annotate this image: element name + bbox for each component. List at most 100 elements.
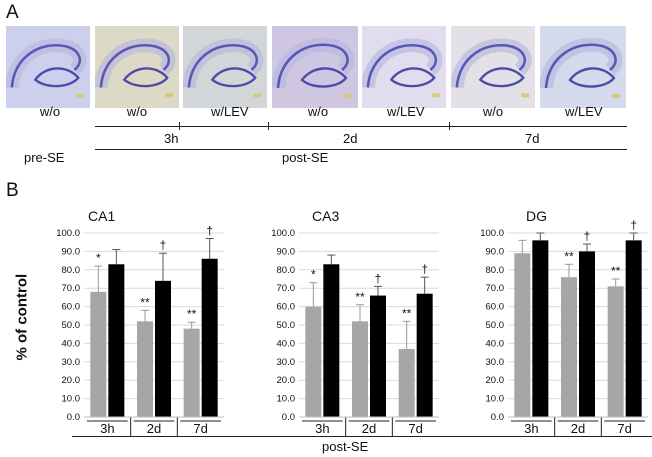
bar — [398, 348, 415, 417]
bar — [625, 240, 642, 417]
y-tick-label: 20.0 — [486, 375, 505, 386]
bar — [514, 253, 531, 417]
timepoint-label-2d: 2d — [343, 131, 358, 146]
condition-label: w/o — [126, 104, 148, 119]
panel-b-post-se-line — [72, 436, 652, 437]
y-tick-label: 50.0 — [486, 320, 505, 331]
y-tick-label: 40.0 — [486, 338, 505, 349]
histology-image-7d-wlev — [540, 26, 626, 108]
significance-mark: ** — [611, 264, 621, 278]
category-label: 3h — [315, 421, 329, 436]
y-tick-label: 0.0 — [282, 412, 295, 423]
category-label: 2d — [362, 421, 376, 436]
category-label: 7d — [408, 421, 422, 436]
y-tick-label: 40.0 — [62, 338, 81, 349]
y-tick-label: 30.0 — [277, 357, 296, 368]
y-tick-label: 60.0 — [62, 302, 81, 313]
y-tick-label: 50.0 — [277, 320, 296, 331]
bar — [137, 321, 153, 417]
chart-title: CA1 — [88, 208, 115, 224]
bar — [579, 251, 595, 417]
category-label: 2d — [571, 421, 585, 436]
post-se-line — [95, 149, 627, 150]
category-label: 7d — [193, 421, 207, 436]
y-tick-label: 70.0 — [62, 283, 81, 294]
y-tick-label: 20.0 — [277, 375, 296, 386]
y-tick-label: 60.0 — [277, 302, 296, 313]
y-tick-label: 70.0 — [486, 283, 505, 294]
y-tick-label: 100.0 — [480, 228, 504, 239]
y-tick-label: 80.0 — [62, 265, 81, 276]
histology-image-2d-wo — [272, 26, 358, 108]
y-tick-label: 40.0 — [277, 338, 296, 349]
bar — [305, 306, 322, 417]
chart-title: DG — [526, 208, 547, 224]
y-tick-label: 10.0 — [277, 394, 296, 405]
pre-se-label: pre-SE — [24, 150, 65, 165]
significance-mark: * — [96, 251, 101, 265]
panel-b-letter: B — [6, 180, 19, 201]
category-label: 3h — [524, 421, 538, 436]
panel-b-post-se-label: post-SE — [322, 439, 369, 454]
bar — [183, 328, 200, 417]
significance-mark: ** — [564, 249, 574, 263]
timepoint-label-3h: 3h — [164, 131, 179, 146]
bar — [108, 264, 125, 417]
bar — [201, 258, 218, 417]
y-tick-label: 50.0 — [62, 320, 81, 331]
condition-label: w/LEV — [211, 104, 249, 119]
bar — [416, 293, 433, 417]
significance-mark: ** — [402, 306, 412, 320]
condition-label: w/o — [39, 104, 61, 119]
y-tick-label: 20.0 — [62, 375, 81, 386]
significance-mark: † — [584, 229, 591, 243]
significance-mark: † — [160, 238, 167, 252]
bar — [155, 280, 171, 417]
category-label: 2d — [147, 421, 161, 436]
histology-image-3h-wo — [95, 26, 179, 108]
condition-label: w/o — [307, 104, 329, 119]
y-tick-label: 90.0 — [486, 246, 505, 257]
significance-mark: † — [206, 224, 213, 238]
significance-mark: † — [421, 262, 428, 276]
y-tick-label: 80.0 — [486, 265, 505, 276]
y-tick-label: 30.0 — [486, 357, 505, 368]
condition-label: w/LEV — [387, 104, 425, 119]
bar — [607, 286, 624, 417]
condition-label: w/o — [482, 104, 504, 119]
significance-mark: * — [311, 268, 316, 282]
y-tick-label: 100.0 — [271, 228, 295, 239]
timepoint-line — [95, 126, 627, 127]
bar — [370, 295, 386, 417]
category-label: 3h — [100, 421, 114, 436]
bar — [352, 321, 368, 417]
y-tick-label: 80.0 — [277, 265, 296, 276]
significance-mark: ** — [355, 290, 365, 304]
divider-tick — [449, 122, 450, 130]
histology-image-7d-wo — [451, 26, 535, 108]
y-tick-label: 70.0 — [277, 283, 296, 294]
chart-title: CA3 — [312, 208, 339, 224]
y-tick-label: 100.0 — [56, 228, 80, 239]
condition-label: w/LEV — [565, 104, 603, 119]
bar — [323, 264, 340, 417]
significance-mark: † — [630, 218, 637, 232]
histology-image-3h-wlev — [183, 26, 267, 108]
y-tick-label: 0.0 — [491, 412, 504, 423]
bar — [90, 291, 107, 417]
bar — [532, 240, 549, 417]
y-tick-label: 60.0 — [486, 302, 505, 313]
divider-tick — [179, 122, 180, 130]
bar — [561, 277, 577, 417]
divider-tick — [268, 122, 269, 130]
category-label: 7d — [617, 421, 631, 436]
histology-image-2d-wlev — [362, 26, 446, 108]
y-tick-label: 90.0 — [62, 246, 81, 257]
y-tick-label: 30.0 — [62, 357, 81, 368]
post-se-label: post-SE — [282, 150, 329, 165]
panel-a-letter: A — [6, 2, 19, 23]
significance-mark: ** — [187, 307, 197, 321]
y-tick-label: 10.0 — [486, 394, 505, 405]
significance-mark: † — [375, 271, 382, 285]
